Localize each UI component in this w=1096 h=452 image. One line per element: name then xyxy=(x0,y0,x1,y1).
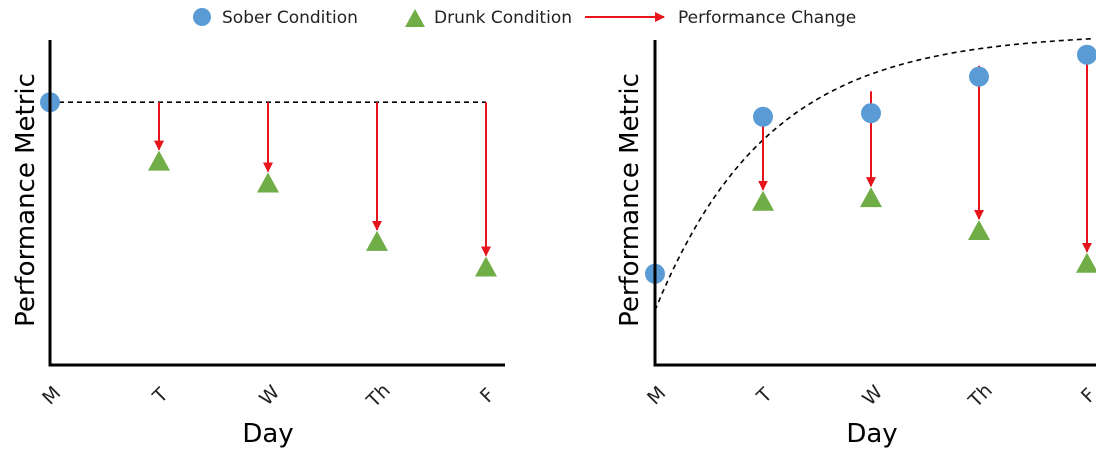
panel-left: Performance Metric Day M T W Th F xyxy=(11,40,505,449)
x-tick-label: W xyxy=(255,381,284,410)
x-tick-label: F xyxy=(1077,384,1096,407)
x-tick-label: Th xyxy=(964,380,997,413)
x-tick-label: W xyxy=(858,381,887,410)
x-tick-label: T xyxy=(752,383,777,408)
x-tick-label: M xyxy=(643,382,670,409)
sober-point xyxy=(861,103,881,124)
drunk-point xyxy=(148,150,170,171)
panel-right: Performance Metric Day M T W Th F xyxy=(615,37,1096,449)
drunk-point xyxy=(257,172,279,193)
drunk-point xyxy=(475,256,497,277)
drunk-point xyxy=(366,230,388,251)
x-axis-title: Day xyxy=(846,419,897,449)
sober-point xyxy=(1077,44,1096,65)
guide-curve xyxy=(654,37,1093,311)
sober-point xyxy=(969,66,989,87)
sober-point xyxy=(753,106,773,127)
drunk-point xyxy=(752,190,774,211)
legend-sober-label: Sober Condition xyxy=(222,8,358,28)
legend-change-label: Performance Change xyxy=(678,8,856,28)
y-axis-title: Performance Metric xyxy=(615,73,645,327)
legend-drunk-marker xyxy=(405,9,425,27)
x-tick-label: Th xyxy=(362,380,395,413)
legend-drunk-label: Drunk Condition xyxy=(434,8,572,28)
y-axis-title: Performance Metric xyxy=(11,73,41,327)
x-tick-label: F xyxy=(476,384,499,407)
x-tick-label: M xyxy=(38,382,65,409)
legend-sober-marker xyxy=(193,8,211,26)
drunk-point xyxy=(860,187,882,208)
drunk-point xyxy=(968,219,990,240)
x-axis-title: Day xyxy=(242,419,293,449)
legend: Sober Condition Drunk Condition Performa… xyxy=(193,8,856,28)
x-tick-label: T xyxy=(148,383,173,408)
drunk-point xyxy=(1076,252,1096,273)
